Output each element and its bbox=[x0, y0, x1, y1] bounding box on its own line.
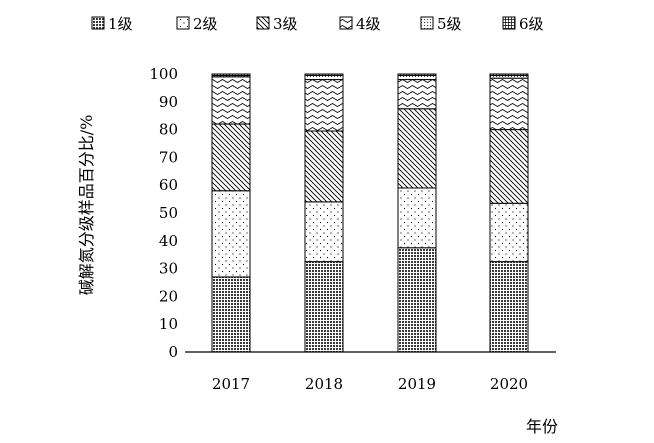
bar-segment-2018-3 bbox=[304, 130, 344, 203]
x-tick-label-2017: 2017 bbox=[212, 375, 250, 393]
bar-segment-2017-3 bbox=[211, 123, 251, 192]
bar-segment-2020-4 bbox=[489, 77, 529, 131]
y-tick-label: 60 bbox=[159, 176, 178, 194]
y-tick-label: 40 bbox=[159, 232, 178, 250]
bar-segment-2017-6 bbox=[211, 73, 251, 76]
legend-item-1: 1级 bbox=[91, 15, 133, 33]
legend-item-5: 5级 bbox=[420, 15, 462, 33]
x-axis-categories: 2017 2018 2019 2020 bbox=[212, 375, 528, 393]
legend-label: 4级 bbox=[356, 15, 381, 33]
legend-swatch bbox=[502, 16, 516, 30]
bar-segment-2019-4 bbox=[397, 79, 437, 110]
y-tick-label: 100 bbox=[149, 65, 178, 83]
y-tick-label: 70 bbox=[159, 148, 178, 166]
bar-segment-2017-2 bbox=[211, 190, 251, 278]
y-axis-label: 碱解氮分级样品百分比/% bbox=[77, 115, 96, 296]
y-tick-label: 30 bbox=[159, 260, 178, 278]
bars bbox=[211, 73, 529, 353]
legend-swatch bbox=[176, 16, 190, 30]
y-tick-label: 0 bbox=[168, 343, 178, 361]
legend: 1级 2级 3级 4级 5级 6级 bbox=[91, 15, 544, 33]
bar-segment-2018-5 bbox=[304, 74, 344, 81]
y-tick-label: 90 bbox=[159, 93, 178, 111]
bar-segment-2018-6 bbox=[304, 73, 344, 76]
x-tick-label-2019: 2019 bbox=[398, 375, 436, 393]
bar-segment-2019-3 bbox=[397, 108, 437, 189]
x-tick-label-2018: 2018 bbox=[305, 375, 343, 393]
legend-swatch bbox=[91, 16, 105, 30]
bar-segment-2018-4 bbox=[304, 79, 344, 132]
legend-label: 3级 bbox=[273, 15, 298, 33]
bar-segment-2020-2 bbox=[489, 202, 529, 263]
bar-segment-2017-1 bbox=[211, 276, 251, 353]
legend-swatch bbox=[339, 16, 353, 30]
y-tick-label: 50 bbox=[159, 204, 178, 222]
legend-swatch bbox=[420, 16, 434, 30]
x-tick-label-2020: 2020 bbox=[490, 375, 528, 393]
bar-segment-2018-1 bbox=[304, 261, 344, 353]
legend-item-6: 6级 bbox=[502, 15, 544, 33]
legend-label: 5级 bbox=[437, 15, 462, 33]
legend-label: 2级 bbox=[193, 15, 218, 33]
legend-label: 6级 bbox=[519, 15, 544, 33]
bar-segment-2019-6 bbox=[397, 73, 437, 76]
bar-segment-2020-6 bbox=[489, 73, 529, 76]
y-tick-label: 10 bbox=[159, 315, 178, 333]
bar-segment-2019-1 bbox=[397, 247, 437, 353]
bar-segment-2020-1 bbox=[489, 261, 529, 353]
y-tick-label: 20 bbox=[159, 287, 178, 305]
legend-item-4: 4级 bbox=[339, 15, 381, 33]
y-tick-label: 80 bbox=[159, 121, 178, 139]
x-axis-label: 年份 bbox=[526, 417, 558, 436]
bar-segment-2017-4 bbox=[211, 76, 251, 125]
legend-item-2: 2级 bbox=[176, 15, 218, 33]
legend-item-3: 3级 bbox=[256, 15, 298, 33]
bar-segment-2019-5 bbox=[397, 74, 437, 81]
bar-segment-2019-2 bbox=[397, 187, 437, 249]
y-axis-ticks: 0 10 20 30 40 50 60 70 80 90 100 bbox=[149, 65, 178, 361]
legend-label: 1级 bbox=[108, 15, 133, 33]
bar-segment-2020-3 bbox=[489, 129, 529, 204]
legend-swatch bbox=[256, 16, 270, 30]
bar-segment-2018-2 bbox=[304, 201, 344, 263]
